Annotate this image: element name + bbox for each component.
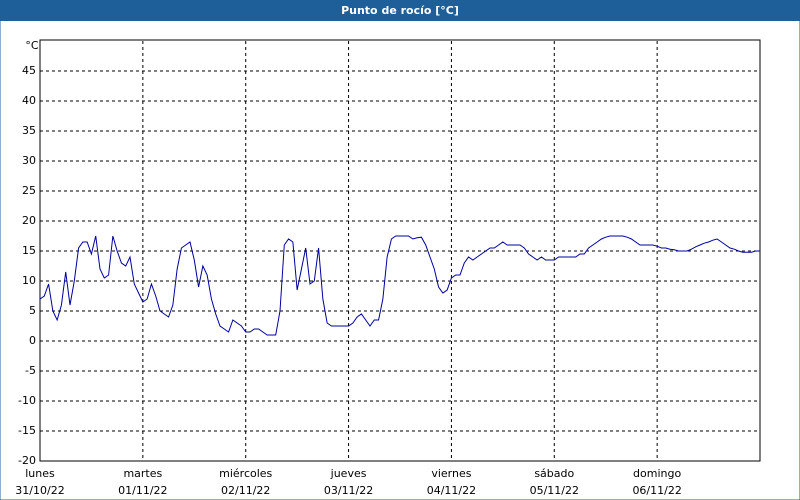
- y-tick-label: -15: [18, 424, 36, 437]
- x-tick-weekday: jueves: [330, 467, 367, 480]
- y-tick-label: -20: [18, 454, 36, 467]
- x-tick-weekday: sábado: [534, 467, 574, 480]
- y-tick-label: 10: [22, 274, 36, 287]
- y-tick-label: 35: [22, 124, 36, 137]
- chart-title: Punto de rocío [°C]: [341, 4, 459, 17]
- y-tick-label: 45: [22, 64, 36, 77]
- y-tick-label: 30: [22, 154, 36, 167]
- data-line: [39, 235, 760, 336]
- y-tick-label: 25: [22, 184, 36, 197]
- x-tick-weekday: martes: [123, 467, 162, 480]
- x-tick-weekday: viernes: [431, 467, 471, 480]
- x-tick-date: 06/11/22: [632, 484, 681, 497]
- y-tick-label: -10: [18, 394, 36, 407]
- x-tick-date: 01/11/22: [118, 484, 167, 497]
- x-tick-date: 31/10/22: [15, 484, 64, 497]
- title-bar: [0, 0, 800, 21]
- x-tick-date: 04/11/22: [427, 484, 476, 497]
- x-tick-date: 02/11/22: [221, 484, 270, 497]
- x-tick-weekday: domingo: [633, 467, 681, 480]
- x-tick-date: 03/11/22: [324, 484, 373, 497]
- x-tick-weekday: miércoles: [219, 467, 272, 480]
- y-tick-label: 20: [22, 214, 36, 227]
- y-unit: °C: [25, 39, 39, 52]
- x-tick-date: 05/11/22: [530, 484, 579, 497]
- y-tick-label: 15: [22, 244, 36, 257]
- y-tick-label: 40: [22, 94, 36, 107]
- x-tick-weekday: lunes: [25, 467, 55, 480]
- y-tick-label: 0: [29, 334, 36, 347]
- y-tick-label: 5: [29, 304, 36, 317]
- y-tick-label: -5: [25, 364, 36, 377]
